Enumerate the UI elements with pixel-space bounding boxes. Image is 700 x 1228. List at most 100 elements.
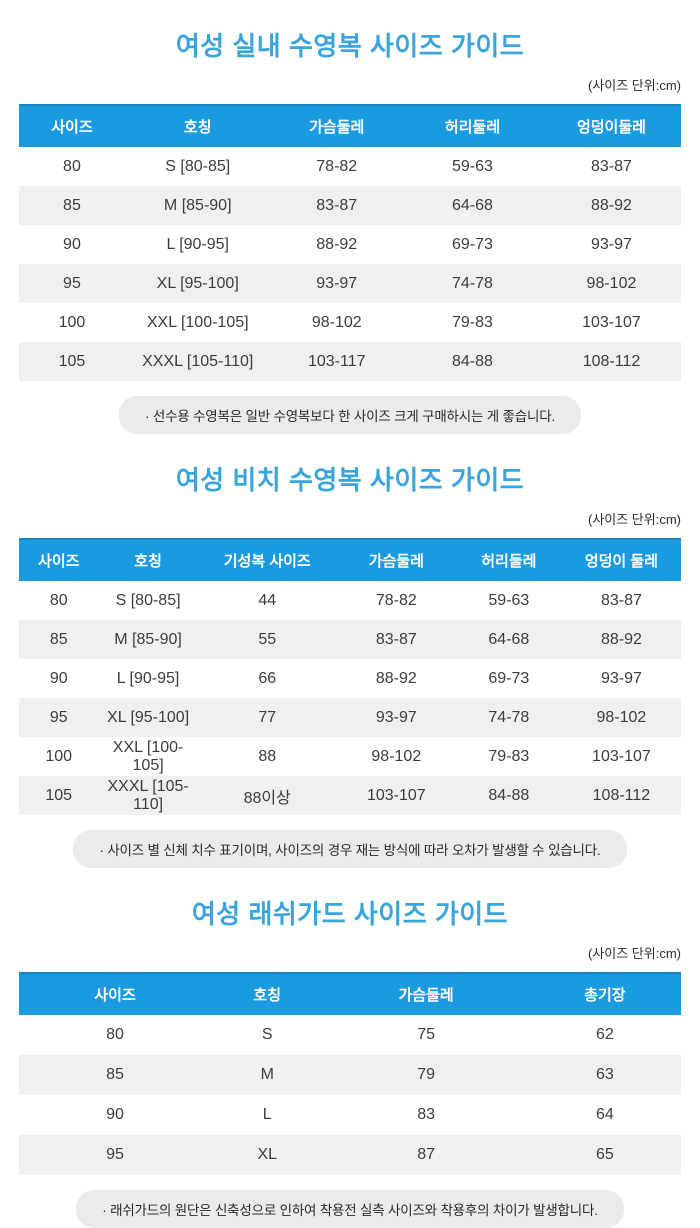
table-row: 100 XXL [100-105] 98-102 79-83 103-107	[19, 303, 681, 342]
table-cell: XL [95-100]	[124, 264, 271, 303]
table-row: 80 S [80-85] 78-82 59-63 83-87	[19, 147, 681, 186]
table-row: 90 L 83 64	[19, 1095, 681, 1135]
table-cell: 74-78	[402, 264, 542, 303]
rashguard-size-table: 사이즈 호칭 가슴둘레 총기장 80 S 75 62 85 M 79 63 90 L 83 64 95 XL 87 6…	[19, 972, 681, 1175]
note-row: · 래쉬가드의 원단은 신축성으로 인하여 착용전 실측 사이즈와 착용후의 차…	[19, 1190, 681, 1228]
table-cell: 79-83	[455, 737, 562, 776]
column-header: 호칭	[210, 972, 324, 1015]
page-title: 여성 실내 수영복 사이즈 가이드	[175, 31, 525, 61]
table-cell: 78-82	[270, 147, 403, 186]
header-row: 사이즈 호칭 가슴둘레 총기장	[19, 972, 681, 1015]
table-cell: 103-107	[336, 776, 456, 815]
table-cell: S [80-85]	[98, 581, 198, 620]
table-cell: 95	[19, 264, 125, 303]
table-cell: 108-112	[541, 342, 681, 381]
table-row: 80 S 75 62	[19, 1015, 681, 1055]
page-title: 여성 비치 수영복 사이즈 가이드	[175, 465, 525, 495]
table-cell: 64-68	[402, 186, 542, 225]
table-cell: 98-102	[336, 737, 456, 776]
note-pill: · 래쉬가드의 원단은 신축성으로 인하여 착용전 실측 사이즈와 착용후의 차…	[76, 1190, 624, 1228]
table-row: 85 M [85-90] 55 83-87 64-68 88-92	[19, 620, 681, 659]
table-cell: 74-78	[455, 698, 562, 737]
note-pill: · 사이즈 별 신체 치수 표기이며, 사이즈의 경우 재는 방식에 따라 오차…	[73, 830, 627, 868]
column-header: 엉덩이둘레	[541, 104, 681, 147]
section-rashguard: 여성 래쉬가드 사이즈 가이드 (사이즈 단위:cm) 사이즈 호칭 가슴둘레 총기장…	[19, 868, 681, 1228]
table-cell: 85	[19, 1055, 211, 1095]
table-row: 95 XL 87 65	[19, 1135, 681, 1175]
table-cell: 80	[19, 147, 125, 186]
table-row: 80 S [80-85] 44 78-82 59-63 83-87	[19, 581, 681, 620]
table-cell: 103-107	[541, 303, 681, 342]
section-indoor-swimsuit: 여성 실내 수영복 사이즈 가이드 (사이즈 단위:cm) 사이즈 호칭 가슴둘레 허…	[19, 0, 681, 434]
table-cell: 105	[19, 776, 99, 815]
table-cell: 98-102	[561, 698, 681, 737]
table-cell: 98-102	[541, 264, 681, 303]
table-cell: 84-88	[455, 776, 562, 815]
table-cell: 75	[323, 1015, 529, 1055]
table-row: 100 XXL [100-105] 88 98-102 79-83 103-107	[19, 737, 681, 776]
table-cell: XL [95-100]	[98, 698, 198, 737]
table-cell: 80	[19, 581, 99, 620]
table-cell: 77	[197, 698, 337, 737]
table-cell: 55	[197, 620, 337, 659]
beach-swimsuit-size-table: 사이즈 호칭 기성복 사이즈 가슴둘레 허리둘레 엉덩이 둘레 80 S [80-85] 44 7…	[19, 538, 681, 815]
table-cell: 105	[19, 342, 125, 381]
table-cell: 93-97	[270, 264, 403, 303]
table-cell: 85	[19, 620, 99, 659]
table-cell: 44	[197, 581, 337, 620]
table-cell: L [90-95]	[124, 225, 271, 264]
column-header: 기성복 사이즈	[197, 538, 337, 581]
table-cell: M	[210, 1055, 324, 1095]
table-cell: S [80-85]	[124, 147, 271, 186]
table-cell: 62	[528, 1015, 681, 1055]
table-cell: 90	[19, 225, 125, 264]
note-row: · 사이즈 별 신체 치수 표기이며, 사이즈의 경우 재는 방식에 따라 오차…	[19, 830, 681, 868]
table-cell: 63	[528, 1055, 681, 1095]
table-cell: 90	[19, 1095, 211, 1135]
table-cell: M [85-90]	[98, 620, 198, 659]
table-cell: 83	[323, 1095, 529, 1135]
table-cell: 83-87	[541, 147, 681, 186]
table-cell: XXXL [105-110]	[98, 776, 198, 815]
table-cell: 100	[19, 737, 99, 776]
table-cell: 84-88	[402, 342, 542, 381]
table-cell: 98-102	[270, 303, 403, 342]
column-header: 사이즈	[19, 972, 211, 1015]
column-header: 호칭	[124, 104, 271, 147]
header-row: 사이즈 호칭 가슴둘레 허리둘레 엉덩이둘레	[19, 104, 681, 147]
column-header: 엉덩이 둘레	[561, 538, 681, 581]
table-cell: 93-97	[561, 659, 681, 698]
table-cell: 88-92	[561, 620, 681, 659]
table-row: 85 M 79 63	[19, 1055, 681, 1095]
table-cell: 83-87	[561, 581, 681, 620]
table-cell: 103-117	[270, 342, 403, 381]
table-cell: 88-92	[336, 659, 456, 698]
table-cell: 100	[19, 303, 125, 342]
page-title: 여성 래쉬가드 사이즈 가이드	[191, 899, 509, 929]
table-cell: 88이상	[197, 776, 337, 815]
table-cell: 66	[197, 659, 337, 698]
table-cell: 88-92	[270, 225, 403, 264]
table-row: 105 XXXL [105-110] 103-117 84-88 108-112	[19, 342, 681, 381]
column-header: 호칭	[98, 538, 198, 581]
column-header: 사이즈	[19, 538, 99, 581]
note-row: · 선수용 수영복은 일반 수영복보다 한 사이즈 크게 구매하시는 게 좋습니…	[19, 396, 681, 434]
table-cell: 95	[19, 1135, 211, 1175]
table-cell: XXXL [105-110]	[124, 342, 271, 381]
column-header: 총기장	[528, 972, 681, 1015]
column-header: 가슴둘레	[336, 538, 456, 581]
unit-label: (사이즈 단위:cm)	[587, 78, 681, 93]
table-cell: 64-68	[455, 620, 562, 659]
table-cell: 88-92	[541, 186, 681, 225]
table-cell: 87	[323, 1135, 529, 1175]
table-cell: 59-63	[402, 147, 542, 186]
table-row: 85 M [85-90] 83-87 64-68 88-92	[19, 186, 681, 225]
table-cell: XXL [100-105]	[98, 737, 198, 776]
table-cell: 79-83	[402, 303, 542, 342]
column-header: 사이즈	[19, 104, 125, 147]
table-cell: 83-87	[336, 620, 456, 659]
table-cell: 93-97	[336, 698, 456, 737]
table-cell: 69-73	[455, 659, 562, 698]
section-beach-swimsuit: 여성 비치 수영복 사이즈 가이드 (사이즈 단위:cm) 사이즈 호칭 기성복 사…	[19, 434, 681, 868]
